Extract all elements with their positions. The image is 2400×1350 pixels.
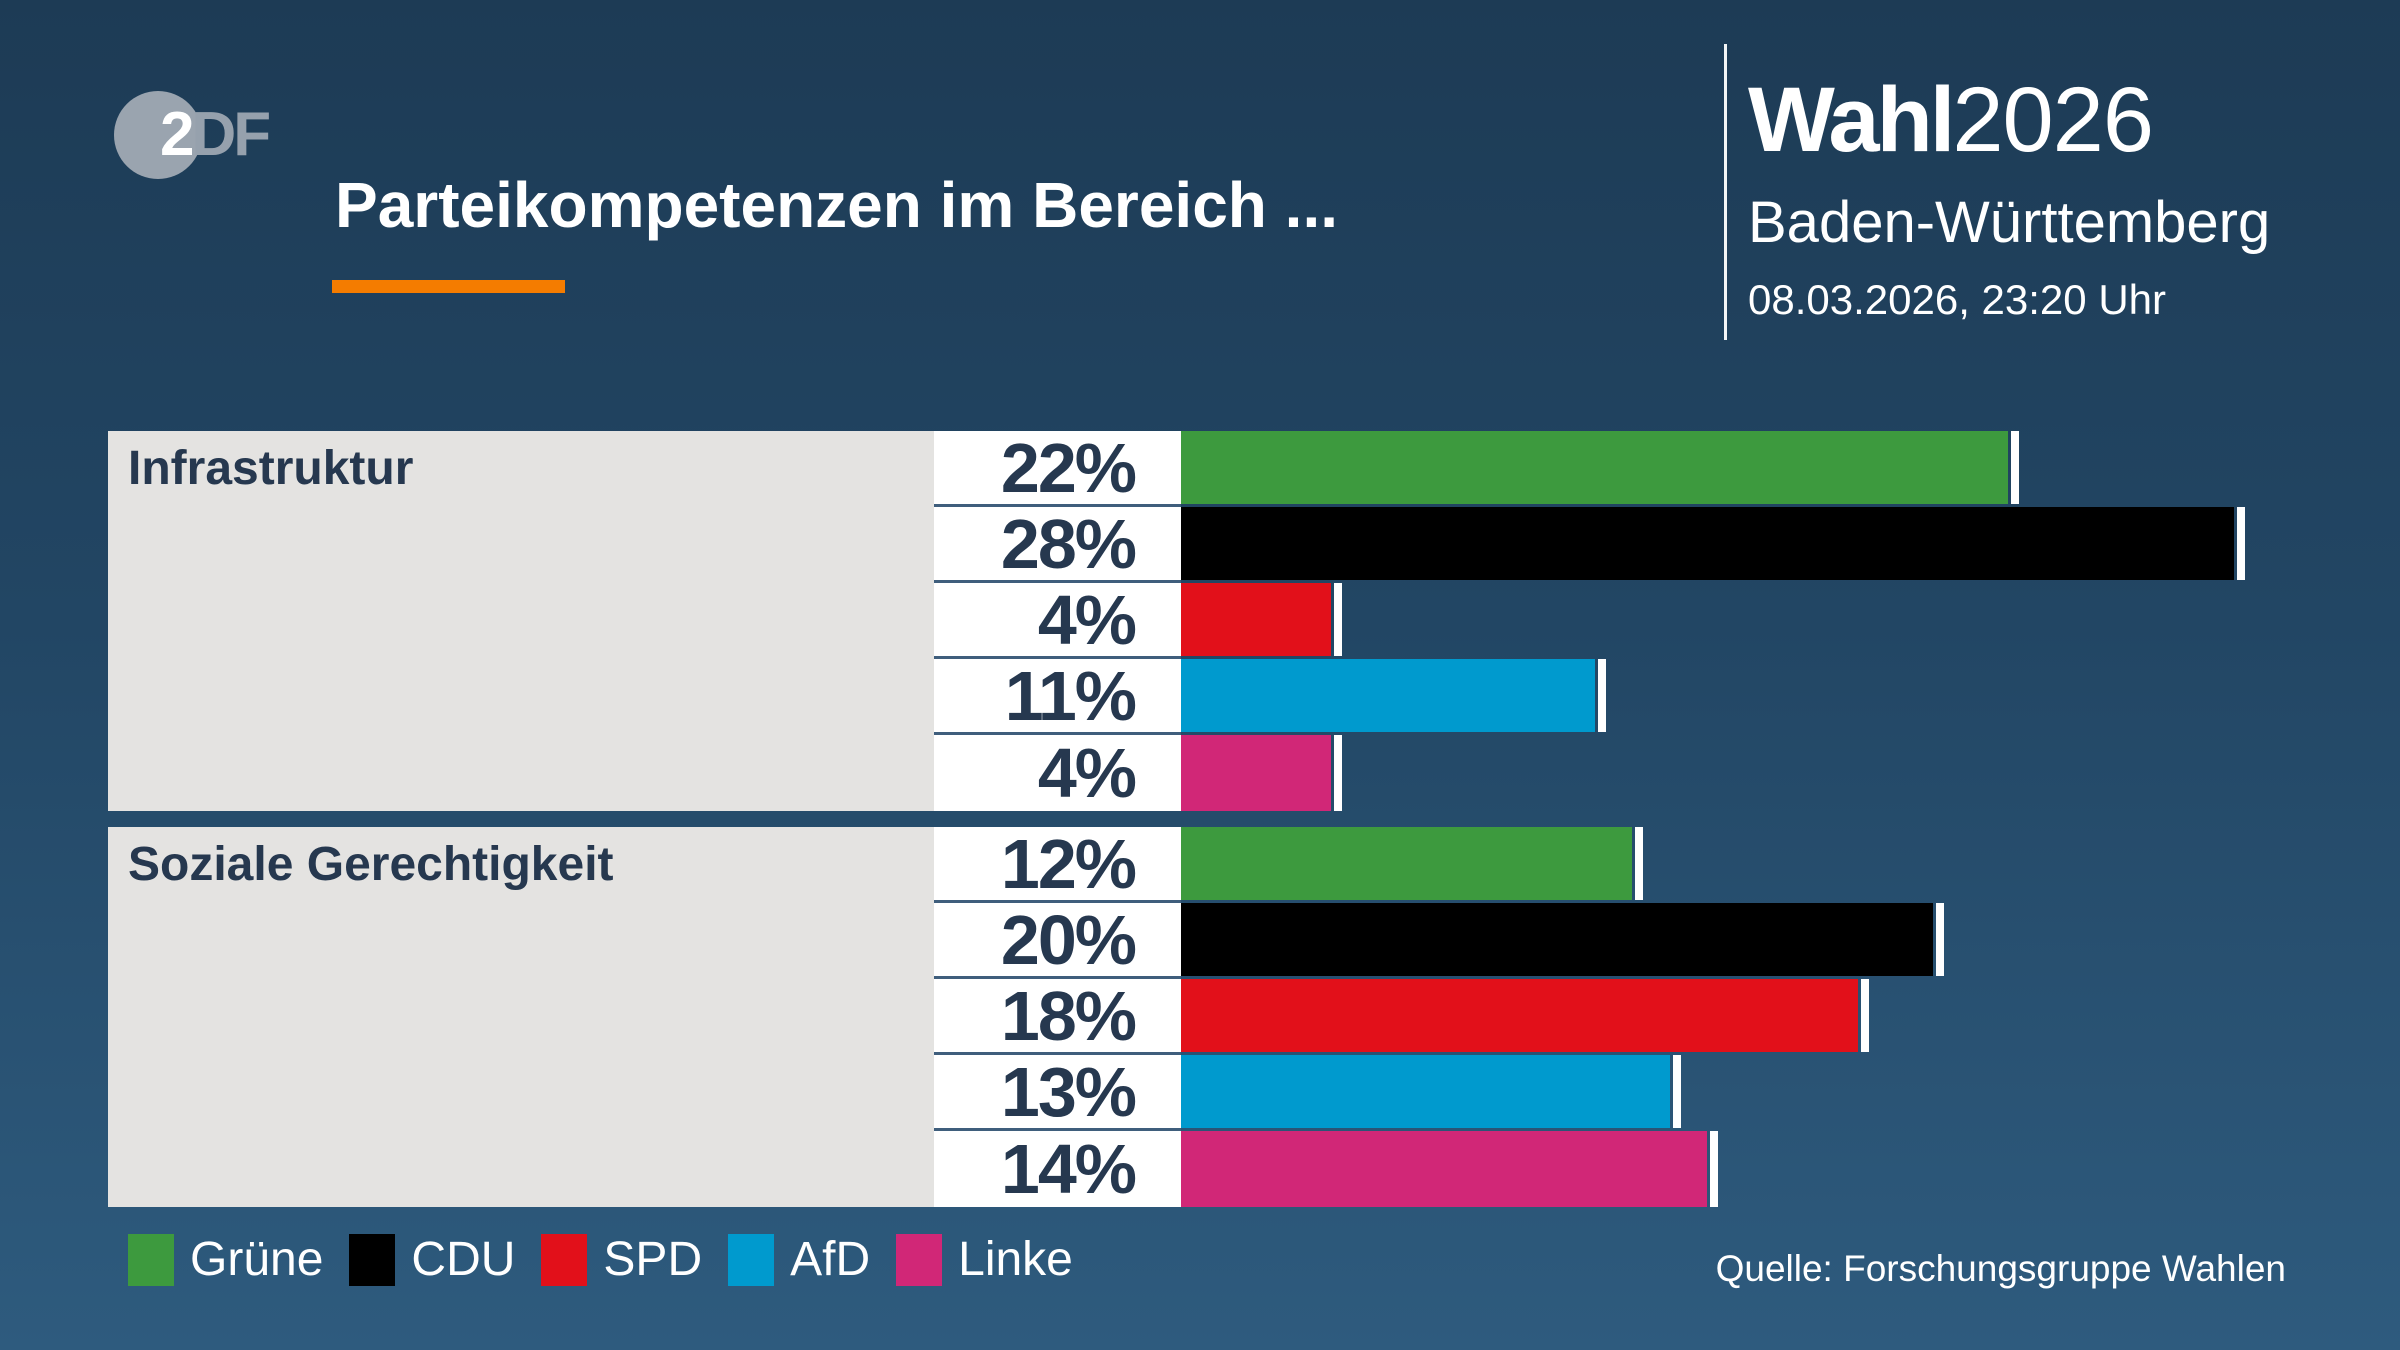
chart-row: 14% [934, 1130, 2400, 1208]
value-cell: 12% [934, 825, 1181, 903]
zdf-logo-circle [114, 91, 202, 179]
bar-cdu [1181, 507, 2245, 580]
value-cell: 22% [934, 429, 1181, 507]
header-divider [1724, 44, 1727, 340]
bar-linke [1181, 1131, 1718, 1207]
legend-label: Grüne [190, 1233, 324, 1286]
category-label: Infrastruktur [128, 442, 414, 495]
bar-spd [1181, 979, 1869, 1052]
chart-row: 11% [934, 657, 2400, 735]
bar-cdu [1181, 903, 1944, 976]
bar-afd [1181, 659, 1606, 732]
category-block: Soziale Gerechtigkeit 12% 20% 18% 13% 14% [108, 825, 2400, 1208]
zdf-logo-2: 2 [160, 100, 195, 169]
legend-swatch [541, 1234, 588, 1286]
chart-row: 20% [934, 901, 2400, 979]
bar-end-cap [1710, 1131, 1718, 1207]
value-cell: 14% [934, 1130, 1181, 1208]
brand-datetime: 08.03.2026, 23:20 Uhr [1748, 276, 2166, 323]
legend-item-afd: AfD [728, 1234, 870, 1286]
chart-row: 4% [934, 734, 2400, 812]
bar-end-cap [1334, 583, 1342, 656]
bar-linke [1181, 735, 1342, 811]
value-cell: 28% [934, 505, 1181, 583]
bar-end-cap [1334, 735, 1342, 811]
chart-row: 28% [934, 505, 2400, 583]
bar-end-cap [1936, 903, 1944, 976]
chart-row: 13% [934, 1053, 2400, 1131]
chart-row: 4% [934, 581, 2400, 659]
bar-spd [1181, 583, 1342, 656]
brand-year: 2026 [1952, 69, 2154, 171]
chart-row: 22% [934, 429, 2400, 507]
legend-swatch [128, 1234, 174, 1286]
title-underline [332, 280, 565, 293]
bar-afd [1181, 1055, 1681, 1128]
zdf-logo-text: 2DF [160, 99, 271, 171]
value-cell: 13% [934, 1053, 1181, 1131]
bar-end-cap [1598, 659, 1606, 732]
legend-item-cdu: CDU [349, 1234, 515, 1286]
zdf-logo: 2DF [114, 91, 324, 181]
zdf-logo-df: DF [191, 100, 271, 169]
category-panel: Soziale Gerechtigkeit [108, 827, 934, 1207]
category-panel: Infrastruktur [108, 431, 934, 811]
bar-grüne [1181, 827, 1643, 900]
legend-swatch [728, 1234, 775, 1286]
value-cell: 20% [934, 901, 1181, 979]
legend-swatch [896, 1234, 943, 1286]
bar-end-cap [1673, 1055, 1681, 1128]
bar-end-cap [2011, 431, 2019, 504]
bar-grüne [1181, 431, 2019, 504]
brand-title: Wahl2026 [1748, 74, 2154, 166]
legend-swatch [349, 1234, 396, 1286]
bar-end-cap [1861, 979, 1869, 1052]
value-cell: 4% [934, 734, 1181, 812]
source-credit: Quelle: Forschungsgruppe Wahlen [1715, 1248, 2286, 1289]
bar-end-cap [2237, 507, 2245, 580]
value-cell: 18% [934, 977, 1181, 1055]
legend-item-grüne: Grüne [128, 1234, 323, 1286]
bar-end-cap [1635, 827, 1643, 900]
legend-label: Linke [958, 1233, 1073, 1286]
value-cell: 11% [934, 657, 1181, 735]
legend-label: CDU [411, 1233, 516, 1286]
chart-row: 18% [934, 977, 2400, 1055]
chart-row: 12% [934, 825, 2400, 903]
bar-chart: Infrastruktur 22% 28% 4% 11% 4% Soziale Gerech… [108, 429, 2400, 1208]
category-block: Infrastruktur 22% 28% 4% 11% 4% [108, 429, 2400, 812]
chart-legend: Grüne CDU SPD AfD Linke [128, 1234, 1099, 1286]
page-title: Parteikompetenzen im Bereich ... [335, 169, 1338, 241]
legend-item-linke: Linke [896, 1234, 1073, 1286]
legend-label: AfD [790, 1233, 871, 1286]
legend-label: SPD [603, 1233, 703, 1286]
brand-wahl: Wahl [1748, 69, 1955, 171]
legend-item-spd: SPD [541, 1234, 702, 1286]
value-cell: 4% [934, 581, 1181, 659]
category-label: Soziale Gerechtigkeit [128, 838, 614, 891]
brand-region: Baden-Württemberg [1748, 190, 2271, 255]
